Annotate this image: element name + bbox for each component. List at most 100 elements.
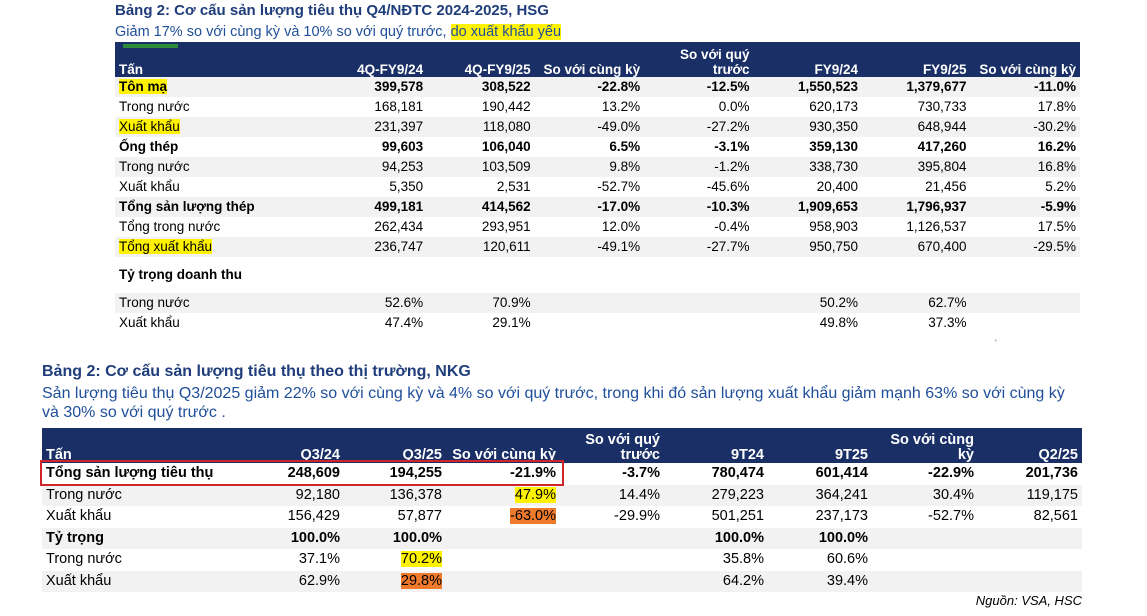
cell: -11.0% (970, 77, 1080, 97)
cell: 648,944 (862, 117, 971, 137)
cell: 620,173 (809, 99, 859, 114)
row-label: Xuất khẩu (46, 508, 112, 524)
row-label: Trong nước (42, 484, 242, 506)
row-label: Ống thép (119, 139, 179, 154)
table-row: Xuất khẩu 156,429 57,877 -63.0% -29.9% 5… (42, 506, 1082, 528)
cell: 364,241 (768, 484, 872, 506)
table-row: Trong nước 37.1% 70.2% 35.8% 60.6% (42, 549, 1082, 571)
nkg-header-col: So với cùng kỳ (446, 428, 560, 463)
cell: 930,350 (753, 117, 863, 137)
cell (978, 527, 1082, 549)
hsg-table: Tấn 4Q-FY9/24 4Q-FY9/25 So với cùng kỳ S… (115, 42, 1080, 333)
cell: 106,040 (481, 139, 531, 154)
hsg-header-col: FY9/24 (753, 42, 863, 77)
cell: 1,909,653 (753, 197, 863, 217)
cell: 64.2% (664, 570, 768, 592)
row-label: Xuất khẩu (119, 179, 180, 194)
cell: -49.0% (534, 117, 645, 137)
cell: 14.4% (560, 484, 664, 506)
table-row: Xuất khẩu 62.9% 29.8% 64.2% 39.4% (42, 570, 1082, 592)
cell: -52.7% (928, 508, 974, 524)
table-row: Tỷ trọng doanh thu (115, 257, 1080, 293)
hsg-header-col: So với cùng kỳ (970, 42, 1080, 77)
cell: 52.6% (319, 293, 428, 313)
cell (560, 527, 664, 549)
cell: 37.3% (928, 315, 967, 330)
table-row: Xuất khẩu 231,397 118,080 -49.0% -27.2% … (115, 117, 1080, 137)
cell: 414,562 (427, 197, 535, 217)
cell: 94,253 (319, 157, 428, 177)
cell: 47.4% (384, 315, 424, 330)
hsg-header-col: 4Q-FY9/24 (319, 42, 428, 77)
cell: 190,442 (481, 99, 531, 114)
cell (446, 570, 560, 592)
cell: 62.9% (242, 570, 344, 592)
cell: 338,730 (753, 157, 863, 177)
hsg-header-unit: Tấn (115, 42, 320, 77)
row-label: Trong nước (119, 99, 190, 114)
cell: 194,255 (389, 465, 442, 481)
cell: -30.2% (970, 117, 1080, 137)
cell: -27.7% (644, 237, 754, 257)
nkg-header-col: So với cùng kỳ (872, 428, 978, 463)
cell: 20,400 (816, 179, 859, 194)
cell (560, 570, 664, 592)
cell (644, 313, 753, 333)
cell: 100.0% (664, 527, 768, 549)
green-marker (123, 44, 178, 48)
cell (446, 549, 560, 571)
nkg-table: Tấn Q3/24 Q3/25 So với cùng kỳ So với qu… (42, 428, 1082, 592)
nkg-header-col: 9T24 (664, 428, 768, 463)
cell: 499,181 (319, 197, 428, 217)
cell: -21.9% (510, 465, 556, 481)
cell: 730,733 (917, 99, 967, 114)
table-row: Trong nước 168,181 190,442 13.2% 0.0% 62… (115, 97, 1080, 117)
cell: 417,260 (917, 139, 967, 154)
row-label: Xuất khẩu (119, 315, 180, 330)
cell: 601,414 (815, 465, 868, 481)
cell: 118,080 (427, 117, 535, 137)
hsg-header-col: 4Q-FY9/25 (427, 42, 535, 77)
cell (534, 293, 645, 313)
cell (978, 549, 1082, 571)
hsg-table-block: Bảng 2: Cơ cấu sản lượng tiêu thụ Q4/NĐT… (115, 0, 1080, 333)
cell: -27.2% (644, 117, 754, 137)
cell: 30.4% (872, 484, 978, 506)
cell: 958,903 (809, 219, 859, 234)
cell: 16.8% (970, 157, 1080, 177)
cell: -29.9% (614, 508, 660, 524)
cell: 236,747 (319, 237, 428, 257)
cell: -12.5% (644, 77, 754, 97)
cell: 1,126,537 (906, 219, 967, 234)
cell: 100.0% (768, 527, 872, 549)
cell (978, 570, 1082, 592)
cell: 39.4% (768, 570, 872, 592)
cell: 17.5% (1037, 219, 1076, 234)
cell: 780,474 (711, 465, 764, 481)
cell: 92,180 (242, 484, 344, 506)
cell (970, 313, 1080, 333)
table-row: Trong nước 92,180 136,378 47.9% 14.4% 27… (42, 484, 1082, 506)
table-row: Tỷ trọng 100.0% 100.0% 100.0% 100.0% (42, 527, 1082, 549)
nkg-header-unit: Tấn (42, 428, 242, 463)
cell: 293,951 (481, 219, 531, 234)
row-label: Trong nước (115, 293, 320, 313)
cell: 5,350 (389, 179, 424, 194)
cell: 950,750 (753, 237, 863, 257)
cell: -63.0% (510, 508, 556, 524)
cell (320, 257, 427, 293)
cell: 231,397 (319, 117, 428, 137)
hsg-subtitle-highlight: do xuất khẩu yếu (450, 24, 562, 40)
cell: 1,796,937 (862, 197, 971, 217)
hsg-header-col: FY9/25 (862, 42, 971, 77)
nkg-header-row: Tấn Q3/24 Q3/25 So với cùng kỳ So với qu… (42, 428, 1082, 463)
cell: 16.2% (1037, 139, 1076, 154)
cell: 82,561 (1033, 508, 1078, 524)
cell (644, 257, 753, 293)
row-label: Trong nước (115, 157, 320, 177)
cell: 156,429 (287, 508, 340, 524)
cell: 2,531 (496, 179, 531, 194)
table-row: Xuất khẩu 5,350 2,531 -52.7% -45.6% 20,4… (115, 177, 1080, 197)
cell: 279,223 (664, 484, 768, 506)
cell: 100.0% (344, 527, 446, 549)
